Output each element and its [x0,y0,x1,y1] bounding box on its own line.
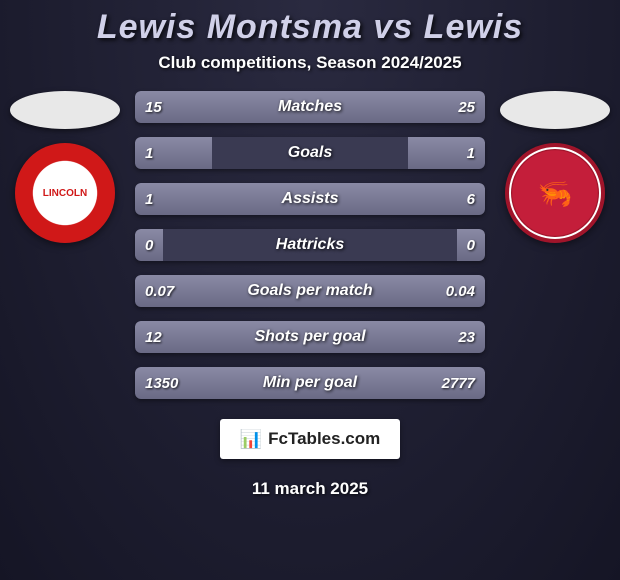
right-side: 🦐 [495,91,615,243]
stat-value-right: 0 [467,237,475,254]
date-text: 11 march 2025 [0,479,620,499]
stat-value-right: 6 [467,191,475,208]
stat-row: 1350 2777 Min per goal [135,367,485,399]
stat-value-left: 15 [145,99,162,116]
stat-value-right: 1 [467,145,475,162]
stat-row: 15 25 Matches [135,91,485,123]
stat-row: 1 6 Assists [135,183,485,215]
stat-value-right: 25 [458,99,475,116]
stat-row: 12 23 Shots per goal [135,321,485,353]
stat-value-right: 23 [458,329,475,346]
left-side: LINCOLN [5,91,125,243]
stat-value-left: 12 [145,329,162,346]
stat-value-left: 1 [145,145,153,162]
stat-label: Matches [278,98,342,116]
club-badge-left: LINCOLN [15,143,115,243]
stat-value-left: 0.07 [145,283,174,300]
player-photo-right [500,91,610,129]
club-badge-right: 🦐 [505,143,605,243]
stat-value-right: 0.04 [446,283,475,300]
stat-row: 0 0 Hattricks [135,229,485,261]
page-title: Lewis Montsma vs Lewis [0,8,620,47]
stat-value-right: 2777 [442,375,475,392]
content-row: LINCOLN 15 25 Matches 1 1 Goals 1 6 Assists 0 0 Hat… [0,91,620,399]
main-container: Lewis Montsma vs Lewis Club competitions… [0,0,620,580]
chart-icon: 📊 [240,429,262,450]
stat-bar-left [135,183,185,215]
stat-value-left: 0 [145,237,153,254]
stat-label: Goals [288,144,332,162]
badge-left-label: LINCOLN [38,166,93,221]
stat-label: Min per goal [263,374,357,392]
stat-label: Hattricks [276,236,344,254]
badge-right-label: 🦐 [538,177,573,210]
stat-row: 0.07 0.04 Goals per match [135,275,485,307]
stat-value-left: 1350 [145,375,178,392]
stat-value-left: 1 [145,191,153,208]
footer-logo-text: FcTables.com [268,429,380,449]
stats-list: 15 25 Matches 1 1 Goals 1 6 Assists 0 0 Hattricks 0.… [135,91,485,399]
stat-label: Goals per match [247,282,372,300]
stat-row: 1 1 Goals [135,137,485,169]
stat-label: Assists [282,190,339,208]
subtitle: Club competitions, Season 2024/2025 [0,53,620,73]
stat-label: Shots per goal [254,328,365,346]
player-photo-left [10,91,120,129]
footer-logo: 📊 FcTables.com [220,419,400,459]
